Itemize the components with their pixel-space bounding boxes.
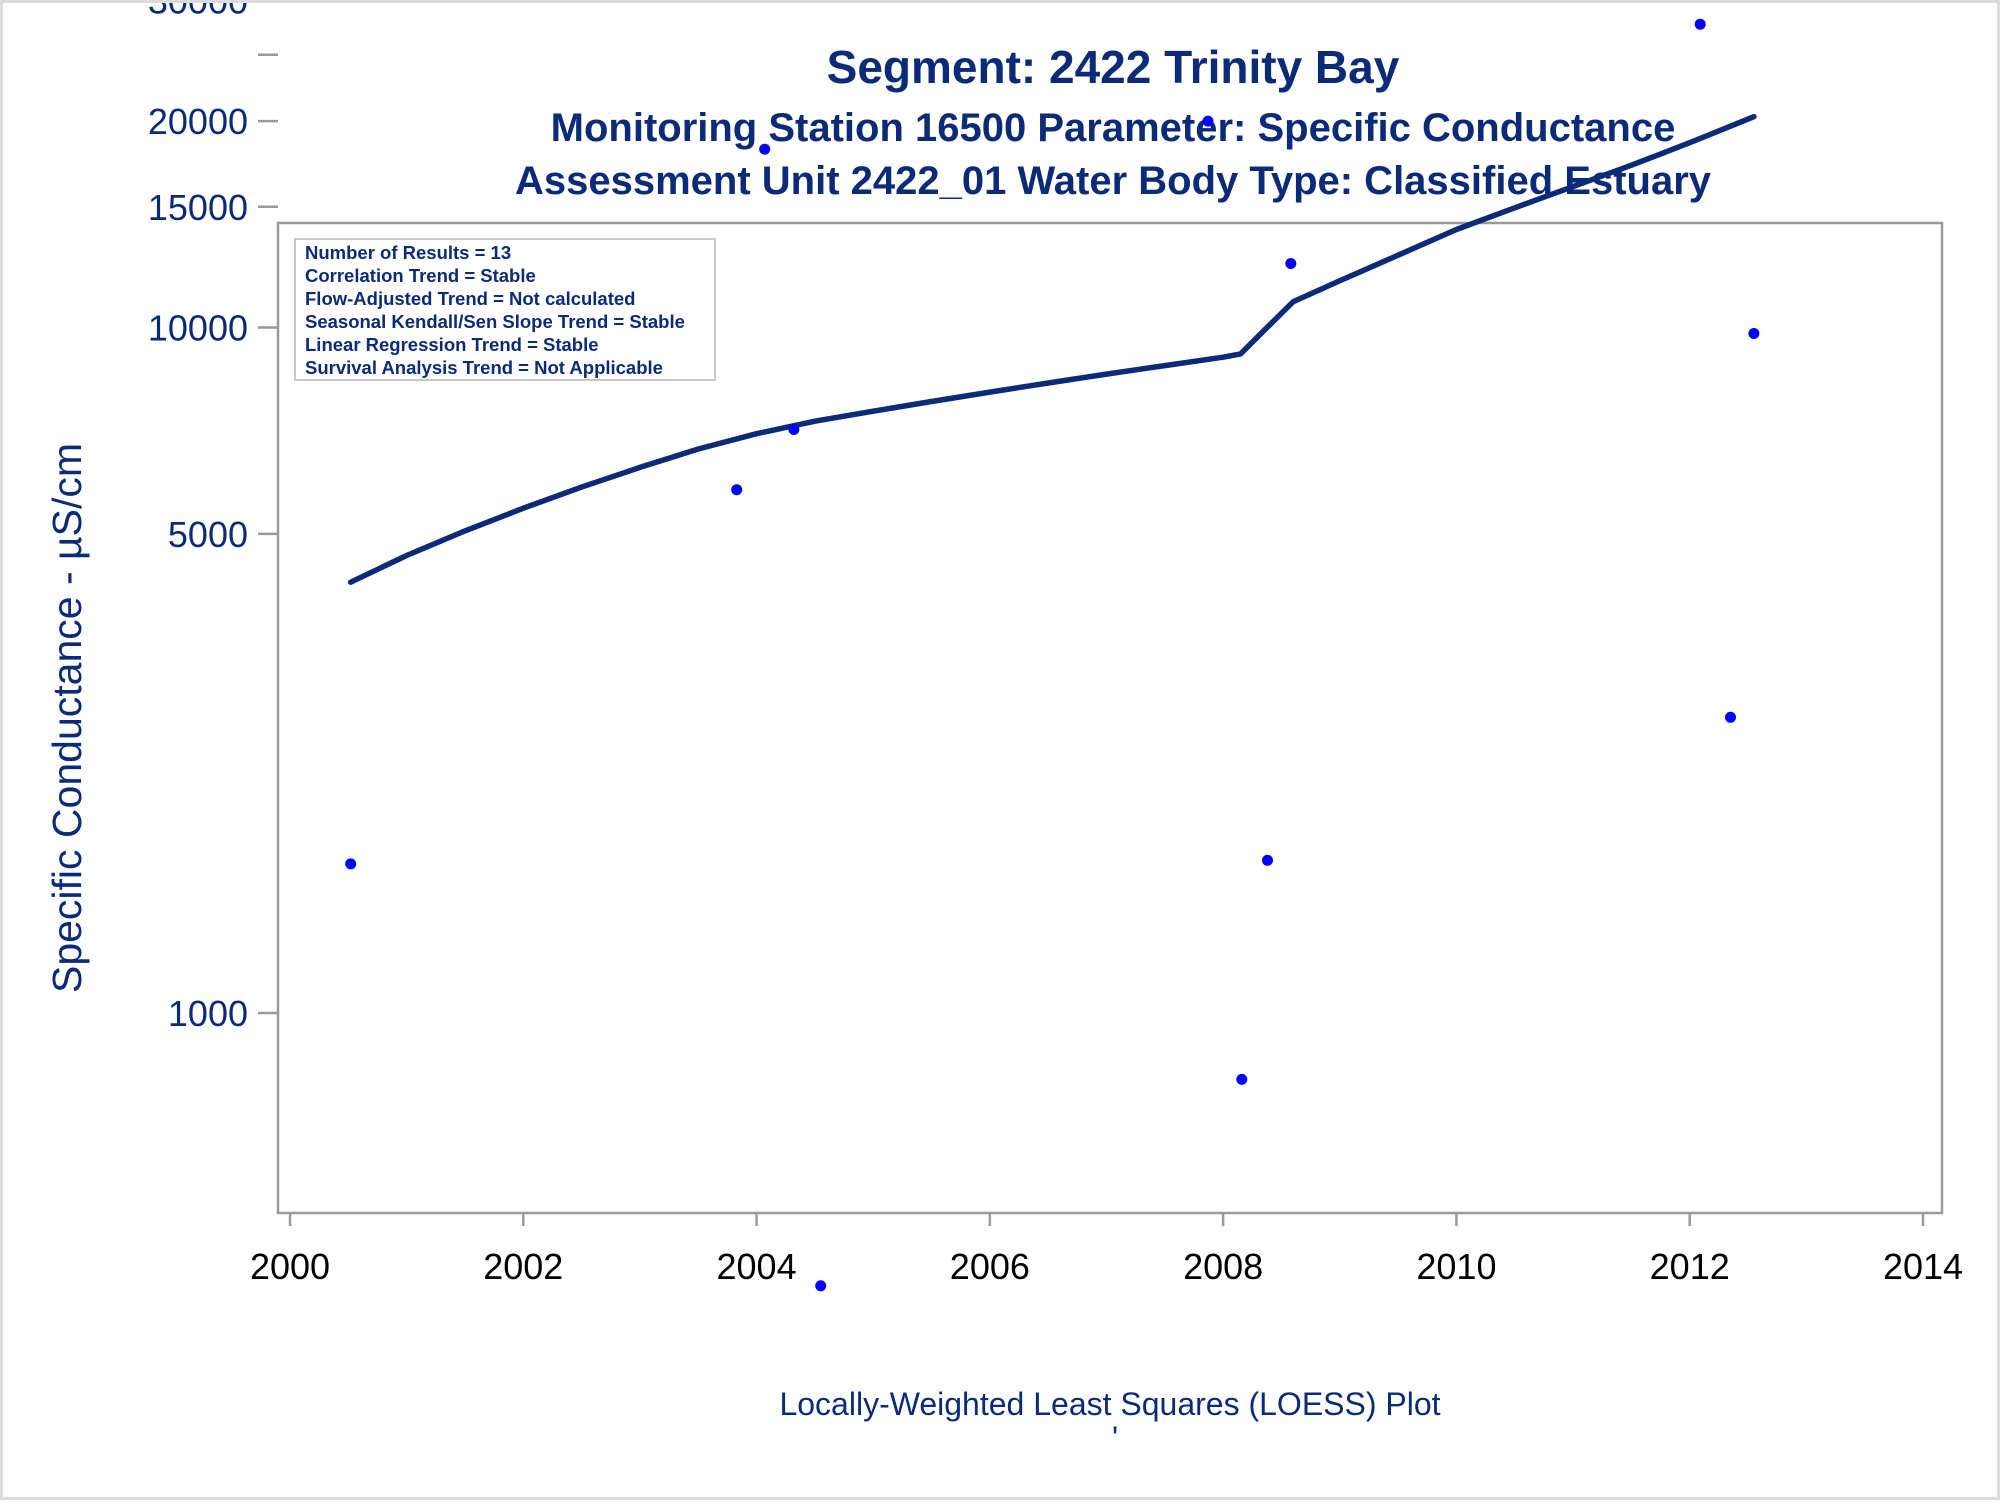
info-line-seasonal-kendall: Seasonal Kendall/Sen Slope Trend = Stabl… xyxy=(305,311,685,332)
y-tick-label: 30000 xyxy=(148,3,248,21)
data-point xyxy=(1236,1073,1248,1085)
x-tick-label: 2012 xyxy=(1650,1246,1730,1287)
x-tick-label: 2004 xyxy=(717,1246,797,1287)
y-axis-label: Specific Conductance - µS/cm xyxy=(44,443,90,993)
info-line-results: Number of Results = 13 xyxy=(305,242,511,263)
plot-area-frame xyxy=(276,221,1944,1215)
info-box: Number of Results = 13 Correlation Trend… xyxy=(294,238,716,381)
data-point xyxy=(788,424,800,435)
chart-subtitle-1: Monitoring Station 16500 Parameter: Spec… xyxy=(551,106,1676,150)
y-axis: 100050001000015000200003000040000 xyxy=(148,0,278,1034)
x-tick-label: 2006 xyxy=(950,1246,1030,1287)
x-tick-label: 2008 xyxy=(1183,1246,1263,1287)
x-tick-label: 2010 xyxy=(1416,1246,1496,1287)
info-line-linear-regression: Linear Regression Trend = Stable xyxy=(305,334,599,355)
y-tick-label: 15000 xyxy=(148,187,248,228)
chart-subtitle-2: Assessment Unit 2422_01 Water Body Type:… xyxy=(515,159,1712,203)
x-tick-label: 2014 xyxy=(1883,1246,1963,1287)
info-box-frame xyxy=(294,238,716,381)
data-point xyxy=(759,143,771,155)
data-point xyxy=(345,858,357,870)
data-point xyxy=(1202,115,1214,127)
data-point xyxy=(1285,258,1297,269)
info-line-flow-adjusted: Flow-Adjusted Trend = Not calculated xyxy=(305,288,635,309)
y-tick-label: 1000 xyxy=(168,993,248,1034)
chart-svg: Segment: 2422 Trinity Bay Monitoring Sta… xyxy=(44,0,1963,1456)
y-tick-label: 10000 xyxy=(148,308,248,349)
info-line-survival: Survival Analysis Trend = Not Applicable xyxy=(305,357,663,378)
data-point xyxy=(731,484,743,496)
data-point xyxy=(1694,18,1706,30)
scatter-points xyxy=(345,18,1760,1292)
loess-layer xyxy=(347,113,1757,585)
y-tick-label: 5000 xyxy=(168,514,248,555)
data-point xyxy=(1262,854,1273,866)
info-line-correlation: Correlation Trend = Stable xyxy=(305,265,536,286)
chart-footer: Locally-Weighted Least Squares (LOESS) P… xyxy=(779,1386,1440,1422)
chart-footer-mark: ' xyxy=(1112,1420,1118,1456)
loess-line xyxy=(347,113,1757,585)
x-tick-label: 2002 xyxy=(483,1246,563,1287)
x-axis: 2000 2002 2004 2006 2008 2010 2012 2014 xyxy=(250,1213,1963,1287)
data-point xyxy=(1748,328,1760,339)
y-tick-label: 20000 xyxy=(148,101,248,142)
chart-title: Segment: 2422 Trinity Bay xyxy=(827,41,1400,93)
data-point xyxy=(1725,711,1736,723)
x-tick-label: 2000 xyxy=(250,1246,330,1287)
data-point xyxy=(815,1280,827,1292)
